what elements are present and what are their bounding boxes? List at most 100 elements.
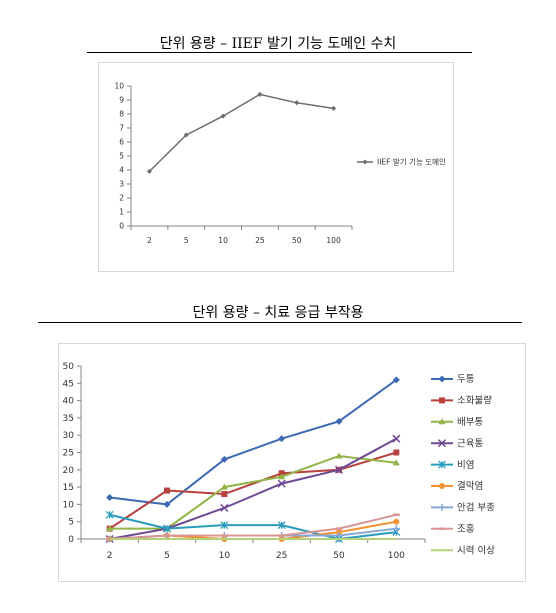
top-y-tick-label: 8 xyxy=(119,110,124,119)
bottom-x-tick-label: 5 xyxy=(164,551,170,561)
bottom-data-point xyxy=(163,500,171,508)
bottom-series-5 xyxy=(105,510,401,543)
bottom-legend-marker xyxy=(437,439,447,448)
bottom-legend-label: 비염 xyxy=(457,460,474,471)
bottom-y-tick-label: 25 xyxy=(63,449,74,459)
bottom-legend-item: 결막염 xyxy=(431,481,483,492)
bottom-legend-label: 근육통 xyxy=(457,438,483,449)
top-y-tick-label: 1 xyxy=(119,208,124,217)
bottom-x-tick-label: 50 xyxy=(333,551,345,561)
top-legend-item: IIEF 발기 기능 도메인 xyxy=(357,157,446,167)
bottom-data-point xyxy=(221,491,228,498)
top-y-tick-label: 9 xyxy=(119,96,124,105)
bottom-legend-label: 소화불량 xyxy=(457,395,492,407)
bottom-legend-item: 조홍 xyxy=(431,523,475,535)
bottom-y-tick-label: 15 xyxy=(63,483,74,493)
top-x-tick-label: 10 xyxy=(218,236,228,245)
bottom-data-point xyxy=(392,376,400,384)
bottom-legend-marker xyxy=(439,483,445,489)
bottom-chart-title: 단위 용량 – 치료 응급 부작용 xyxy=(192,305,364,321)
bottom-y-tick-label: 30 xyxy=(63,431,75,441)
top-data-point xyxy=(294,100,300,106)
top-series-1 xyxy=(146,91,337,174)
top-y-tick-label: 4 xyxy=(119,166,124,175)
bottom-legend-item: 두통 xyxy=(431,374,475,385)
top-data-point xyxy=(146,168,152,174)
top-y-tick-label: 0 xyxy=(119,222,124,231)
top-x-tick-label: 100 xyxy=(326,236,341,245)
bottom-series-line xyxy=(109,513,397,541)
bottom-legend-label: 배부통 xyxy=(457,417,483,428)
bottom-y-tick-label: 5 xyxy=(68,518,74,528)
bottom-series-line xyxy=(109,437,397,540)
bottom-data-point xyxy=(163,524,171,533)
top-legend-label: IIEF 발기 기능 도메인 xyxy=(377,157,446,167)
top-y-tick-label: 5 xyxy=(119,152,124,161)
bottom-data-point xyxy=(106,525,114,532)
bottom-y-tick-label: 0 xyxy=(68,535,74,545)
bottom-data-point xyxy=(335,417,343,425)
bottom-data-point xyxy=(393,518,400,525)
bottom-series-8 xyxy=(106,513,400,541)
bottom-legend-label: 시력 이상 xyxy=(457,544,495,556)
bottom-data-point xyxy=(220,455,228,463)
top-y-tick-label: 6 xyxy=(119,138,124,147)
bottom-data-point xyxy=(277,479,286,488)
bottom-series-line xyxy=(109,379,397,506)
bottom-legend-item: 근육통 xyxy=(431,438,483,449)
top-chart-area: 0 1 2 3 4 5 6 7 8 9 10 2 5 10 25 50 100 IIEF 발기 기능 도메인 xyxy=(98,62,454,272)
top-series-line xyxy=(148,93,334,172)
bottom-legend-marker xyxy=(438,503,446,511)
bottom-x-tick-label: 10 xyxy=(219,551,231,561)
bottom-y-tick-label: 50 xyxy=(63,362,75,372)
bottom-data-point xyxy=(278,473,286,480)
bottom-legend-marker xyxy=(439,397,445,404)
top-x-tick-label: 2 xyxy=(147,236,152,245)
top-chart-title: 단위 용량 – IIEF 발기 기능 도메인 수치 xyxy=(159,36,397,52)
top-data-point xyxy=(257,91,263,97)
bottom-data-point xyxy=(220,483,228,490)
bottom-x-tick-label: 100 xyxy=(388,551,405,561)
bottom-data-point xyxy=(392,525,400,533)
top-x-tick-label: 50 xyxy=(292,236,302,245)
bottom-legend-marker xyxy=(438,460,446,469)
top-title-rule xyxy=(87,52,472,53)
bottom-data-point xyxy=(105,510,114,519)
bottom-legend-label: 결막염 xyxy=(457,481,483,492)
bottom-legend-item: 소화불량 xyxy=(431,395,492,407)
top-data-point xyxy=(220,113,226,119)
top-y-tick-label: 10 xyxy=(114,82,124,91)
bottom-data-point xyxy=(335,452,343,459)
bottom-legend-label: 조홍 xyxy=(457,523,475,535)
bottom-data-point xyxy=(164,487,170,494)
bottom-chart-area: 0 5 10 15 20 25 30 35 40 45 50 2 5 10 25 50 100 두통 소화불량 배부통… xyxy=(58,343,526,582)
bottom-legend-marker xyxy=(438,375,446,383)
bottom-x-tick-label: 2 xyxy=(107,551,113,561)
bottom-y-tick-label: 45 xyxy=(63,379,74,389)
bottom-y-tick-label: 20 xyxy=(63,466,75,476)
top-legend-marker xyxy=(362,159,368,165)
bottom-legend-marker xyxy=(438,418,446,425)
bottom-legend-item: 안검 부종 xyxy=(431,502,495,514)
bottom-series-line xyxy=(109,513,397,540)
bottom-data-point xyxy=(277,521,286,530)
bottom-data-point xyxy=(278,435,286,443)
bottom-legend-item: 배부통 xyxy=(431,417,483,428)
bottom-data-point xyxy=(392,459,400,466)
bottom-data-point xyxy=(335,532,343,540)
bottom-series-4 xyxy=(105,434,401,544)
top-data-point xyxy=(331,105,337,111)
bottom-series-line xyxy=(109,454,397,530)
bottom-legend-label: 안검 부종 xyxy=(457,502,495,514)
bottom-title-rule xyxy=(38,322,522,323)
bottom-data-point xyxy=(392,434,401,443)
top-x-tick-label: 25 xyxy=(255,236,265,245)
top-data-point xyxy=(183,132,189,138)
bottom-legend-item: 시력 이상 xyxy=(431,544,495,556)
top-y-tick-label: 3 xyxy=(119,180,124,189)
bottom-data-point xyxy=(393,449,400,456)
top-y-tick-label: 7 xyxy=(119,124,124,133)
top-y-tick-label: 2 xyxy=(119,194,124,203)
